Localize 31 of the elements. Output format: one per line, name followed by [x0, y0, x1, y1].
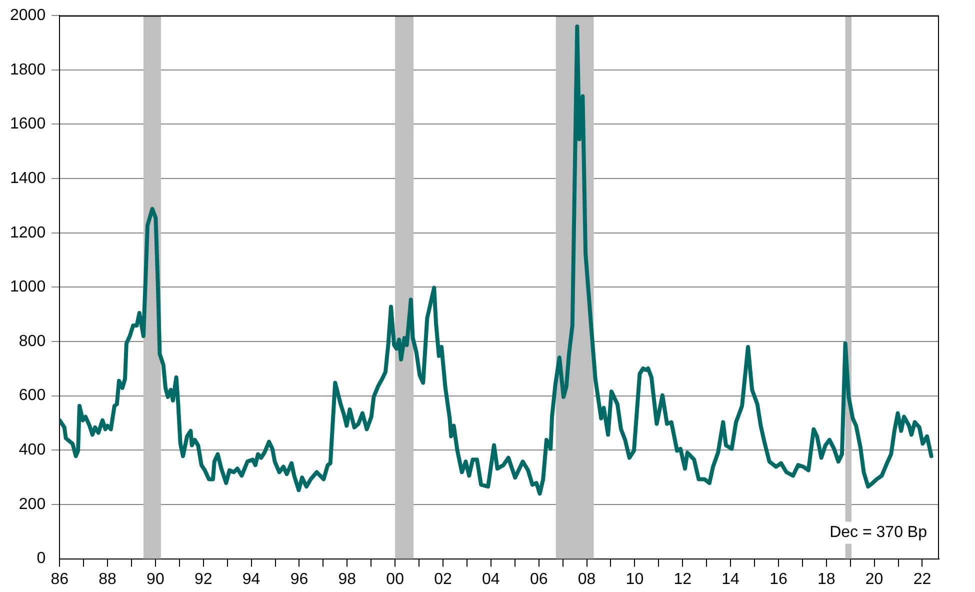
x-tick-label: 04 [482, 570, 500, 588]
x-tick-label: 22 [913, 570, 932, 588]
x-tick-label: 08 [578, 570, 596, 588]
x-tick-label: 00 [386, 570, 404, 588]
x-tick-label: 90 [146, 570, 164, 588]
x-tick-label: 02 [434, 570, 452, 588]
x-tick-label: 96 [290, 570, 308, 588]
y-tick-label: 1000 [10, 278, 46, 296]
x-tick-label: 86 [50, 570, 69, 588]
y-tick-label: 1600 [10, 116, 46, 133]
x-tick-label: 98 [338, 570, 356, 588]
x-tick-label: 18 [817, 570, 836, 588]
x-tick-label: 88 [98, 570, 117, 588]
x-tick-label: 16 [770, 570, 788, 588]
y-tick-label: 2000 [10, 7, 46, 24]
x-tick-label: 10 [626, 570, 644, 588]
y-tick-label: 600 [18, 387, 46, 404]
y-tick-label: 1400 [10, 170, 46, 187]
y-tick-label: 1800 [10, 61, 46, 78]
y-tick-label: 1200 [10, 224, 46, 242]
y-tick-label: 800 [18, 332, 46, 350]
x-tick-label: 20 [865, 570, 884, 588]
x-tick-label: 06 [530, 570, 548, 588]
y-tick-label: 400 [18, 442, 46, 459]
x-tick-label: 14 [722, 570, 740, 588]
y-tick-label: 0 [36, 550, 46, 568]
annotation: Dec = 370 Bp [830, 524, 928, 542]
x-tick-label: 94 [242, 570, 260, 588]
y-tick-label: 200 [18, 496, 46, 513]
x-tick-label: 92 [194, 570, 212, 588]
x-tick-label: 12 [674, 570, 692, 588]
